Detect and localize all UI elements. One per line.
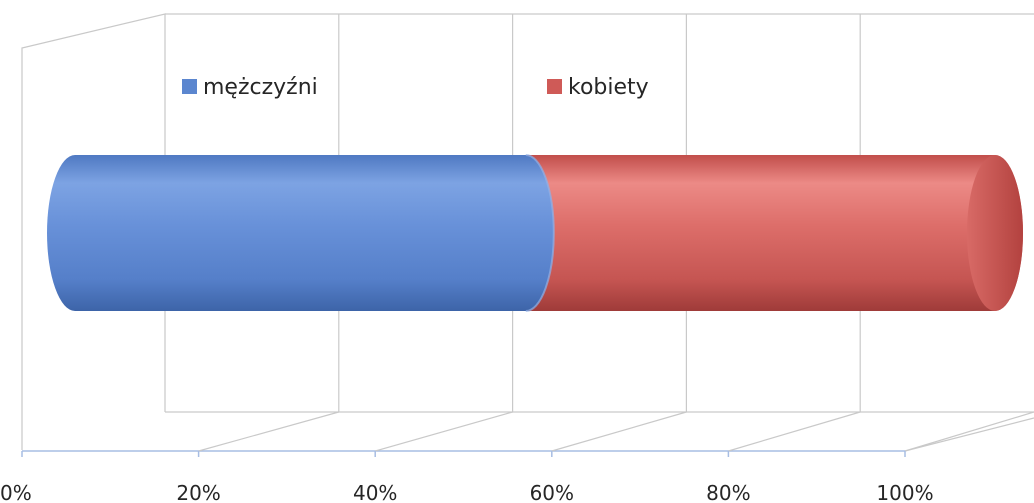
x-tick-label: 40% — [353, 481, 397, 503]
legend-label-men: mężczyźni — [203, 75, 318, 100]
bar-segment-women — [497, 155, 1023, 311]
legend-item-women: kobiety — [547, 75, 649, 100]
floor-gridline — [551, 411, 687, 452]
legend-item-men: mężczyźni — [182, 75, 318, 100]
x-tick-label: 80% — [706, 481, 750, 503]
legend-swatch-women — [547, 79, 562, 94]
x-axis-ticks: 0% 20% 40% 60% 80% 100% — [0, 451, 934, 503]
bar-end-cap — [967, 155, 1023, 311]
floor-gridline — [198, 411, 339, 452]
bar-segment-men — [47, 155, 554, 311]
legend-label-women: kobiety — [568, 75, 649, 100]
x-tick-label: 60% — [530, 481, 574, 503]
x-tick-label: 20% — [176, 481, 220, 503]
x-tick-label: 0% — [0, 481, 32, 503]
floor-gridline — [375, 411, 513, 452]
legend: mężczyźni kobiety — [182, 75, 649, 100]
bar-segment-join — [525, 154, 555, 312]
floor-gridline — [728, 411, 861, 452]
floor-gridline — [904, 411, 1034, 452]
bars — [47, 154, 1023, 312]
legend-swatch-men — [182, 79, 197, 94]
x-tick-label: 100% — [876, 481, 933, 503]
